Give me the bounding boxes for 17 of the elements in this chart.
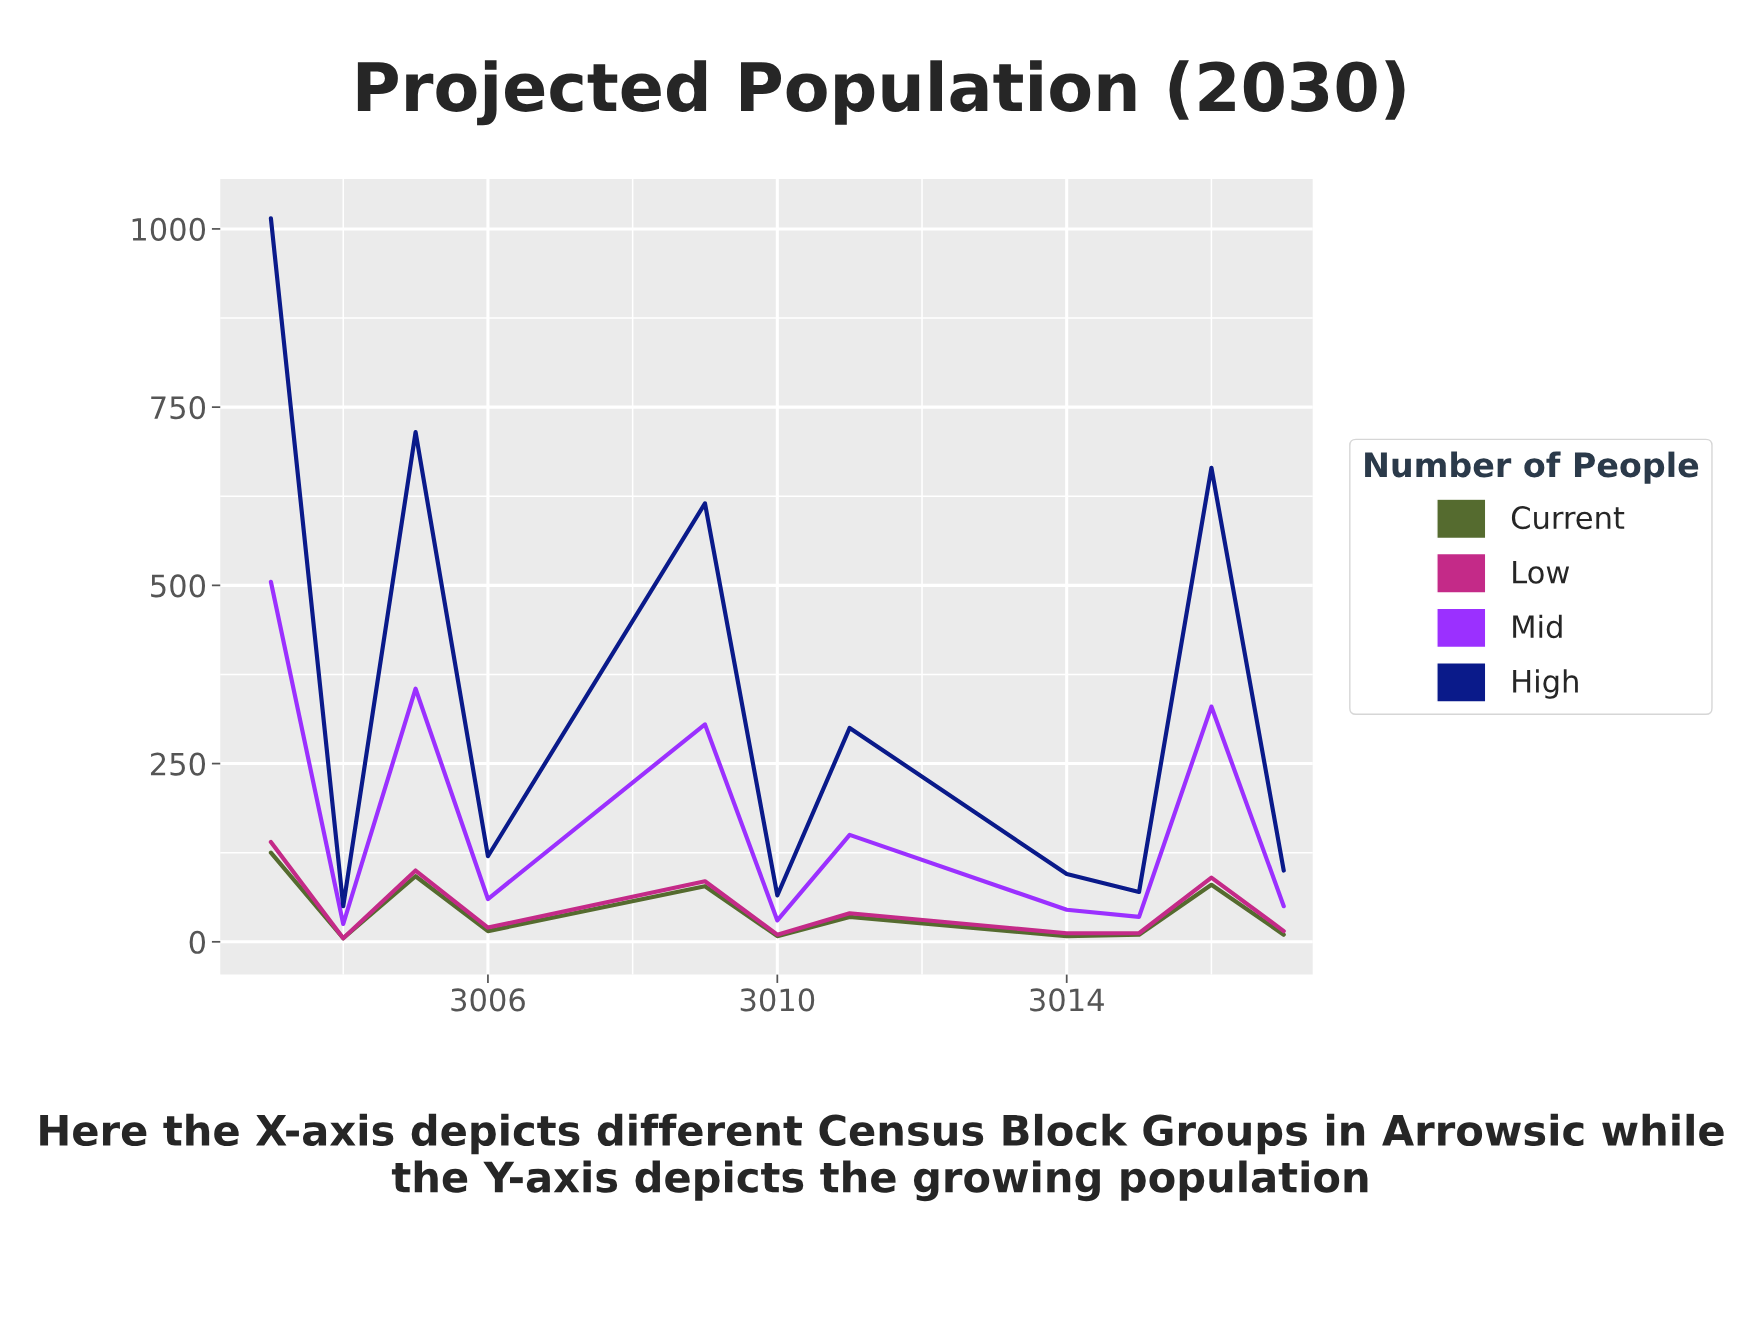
y-tick-label: 0 [189,930,206,954]
legend-label: Mid [1513,614,1562,639]
line-series [268,216,1286,909]
y-tick-label: 250 [150,752,206,776]
text: Here the X-axis depicts different Census Block Groups in Arrowsic while the Y-axis depicts the growing population [40,1113,1724,1202]
line-series [268,579,1286,927]
legend-title: Number of People [1365,451,1699,484]
y-tick-label: 1000 [132,217,206,241]
legend-label: High [1513,669,1578,699]
x-tick-label: 3006 [451,988,525,1012]
x-tick-label: 3010 [740,988,815,1012]
legend-label: Current [1511,506,1625,530]
x-tick-label: 3014 [1030,988,1104,1012]
chart-title: Projected Population (2030) [357,60,1405,126]
y-tick-label: 500 [151,574,206,598]
legend-label: Low [1513,561,1570,584]
y-tick-label: 750 [151,396,206,420]
